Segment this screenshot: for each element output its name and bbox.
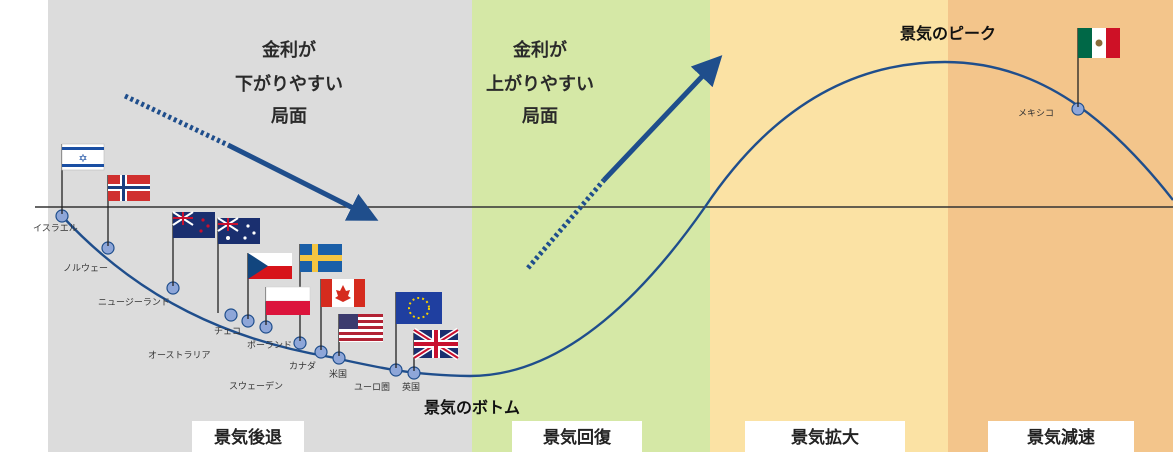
phase-slowdown-bg xyxy=(948,0,1173,452)
norway-flag xyxy=(108,175,150,201)
rising-rates-dotted-arrow xyxy=(526,178,606,270)
czech-flag xyxy=(248,253,292,279)
phase-recovery-bg xyxy=(472,0,710,452)
rising-rates-line2: 上がりやすい xyxy=(486,73,594,95)
canada-flag xyxy=(321,279,365,307)
mexico-flag xyxy=(1078,28,1120,58)
country-label-poland: ポーランド xyxy=(247,340,292,351)
rising-rates-line1: 金利が xyxy=(512,39,567,61)
rising-rates-line3: 局面 xyxy=(522,106,558,127)
poland-flag xyxy=(265,286,311,315)
uk-flag xyxy=(412,327,460,361)
falling-rates-line1: 金利が xyxy=(261,39,316,61)
business-cycle-curve xyxy=(61,60,1173,378)
phase-slowdown-label-box xyxy=(988,421,1134,452)
country-label-mexico: メキシコ xyxy=(1018,109,1054,119)
new-zealand-flag xyxy=(172,211,215,238)
country-label-uk: 英国 xyxy=(402,381,420,393)
australia-flag xyxy=(217,217,260,244)
country-label-australia: オーストラリア xyxy=(148,350,211,361)
falling-rates-dotted-arrow xyxy=(123,93,230,148)
country-label-norway: ノルウェー xyxy=(63,263,108,274)
usa-flag xyxy=(339,314,383,342)
phase-recovery-label-box xyxy=(512,421,642,452)
phase-expansion-label: 景気拡大 xyxy=(791,427,859,448)
peak-label: 景気のピーク xyxy=(900,24,996,43)
svg-text:✡: ✡ xyxy=(78,152,87,165)
phase-expansion-bg xyxy=(710,0,948,452)
country-label-usa: 米国 xyxy=(329,368,347,380)
israel-flag: ✡ xyxy=(61,143,105,171)
country-label-canada: カナダ xyxy=(289,360,316,372)
phase-expansion-label-box xyxy=(745,421,905,452)
country-label-sweden: スウェーデン xyxy=(229,380,283,392)
falling-rates-arrow xyxy=(226,142,379,221)
rising-rates-arrow xyxy=(602,55,723,182)
phase-slowdown-label: 景気減速 xyxy=(1027,427,1095,448)
phase-recession-label: 景気後退 xyxy=(214,427,282,448)
country-label-new-zealand: ニュージーランド xyxy=(98,297,170,308)
country-label-israel: イスラエル xyxy=(33,223,78,234)
phase-recession-label-box xyxy=(192,421,304,452)
sweden-flag xyxy=(300,244,342,272)
node-australia xyxy=(224,308,238,322)
falling-rates-line2: 下がりやすい xyxy=(235,73,343,95)
curve-nodes xyxy=(55,102,1085,380)
bottom-label: 景気のボトム xyxy=(424,398,520,417)
eu-flag xyxy=(396,292,442,324)
country-label-eurozone: ユーロ圏 xyxy=(354,382,390,393)
phase-recovery-label: 景気回復 xyxy=(543,427,612,448)
falling-rates-line3: 局面 xyxy=(271,106,307,127)
country-label-czech: チェコ xyxy=(214,326,241,337)
